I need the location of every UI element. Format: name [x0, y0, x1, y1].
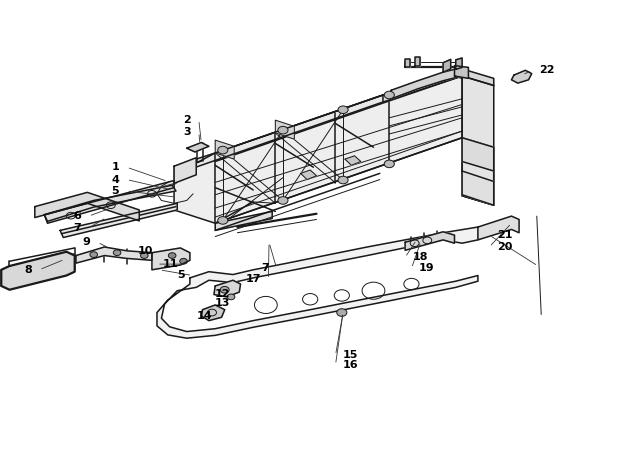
Text: 7: 7	[73, 223, 81, 233]
Circle shape	[113, 250, 121, 256]
Polygon shape	[187, 142, 209, 152]
Text: 19: 19	[419, 263, 435, 274]
Polygon shape	[152, 248, 190, 270]
Text: 4: 4	[111, 174, 119, 185]
Circle shape	[168, 253, 176, 258]
Text: 7: 7	[261, 263, 269, 274]
Polygon shape	[76, 247, 152, 263]
Polygon shape	[462, 138, 494, 205]
Circle shape	[384, 160, 394, 168]
Text: 5: 5	[111, 186, 119, 196]
Text: 3: 3	[184, 127, 191, 137]
Polygon shape	[391, 67, 462, 99]
Text: 9: 9	[82, 237, 90, 247]
Circle shape	[278, 197, 288, 204]
Polygon shape	[215, 140, 234, 159]
Polygon shape	[462, 76, 494, 205]
Text: 22: 22	[539, 65, 555, 76]
Circle shape	[338, 176, 348, 184]
Text: 13: 13	[215, 298, 230, 308]
Text: 12: 12	[215, 288, 230, 299]
Polygon shape	[44, 180, 174, 223]
Polygon shape	[174, 69, 462, 175]
Text: 15: 15	[343, 350, 358, 361]
Circle shape	[227, 294, 235, 300]
Polygon shape	[345, 156, 361, 165]
Polygon shape	[201, 305, 225, 321]
Circle shape	[180, 258, 187, 264]
Polygon shape	[60, 203, 177, 238]
Polygon shape	[454, 66, 468, 78]
Polygon shape	[462, 171, 494, 205]
Polygon shape	[456, 58, 462, 69]
Polygon shape	[35, 195, 94, 216]
Text: 5: 5	[177, 270, 185, 281]
Polygon shape	[511, 70, 532, 83]
Polygon shape	[462, 138, 494, 171]
Text: 10: 10	[138, 246, 153, 256]
Circle shape	[218, 217, 228, 224]
Polygon shape	[415, 57, 420, 66]
Polygon shape	[215, 211, 272, 230]
Circle shape	[337, 309, 347, 316]
Polygon shape	[44, 185, 176, 221]
Text: 11: 11	[163, 259, 179, 269]
Polygon shape	[405, 59, 410, 67]
Polygon shape	[1, 252, 75, 290]
Text: 18: 18	[413, 252, 428, 263]
Circle shape	[141, 253, 148, 258]
Polygon shape	[35, 192, 139, 221]
Polygon shape	[478, 216, 519, 240]
Polygon shape	[462, 69, 494, 86]
Text: 6: 6	[73, 211, 81, 221]
Text: 2: 2	[184, 114, 191, 125]
Polygon shape	[174, 76, 462, 223]
Text: 8: 8	[24, 265, 32, 275]
Circle shape	[220, 286, 229, 293]
Circle shape	[338, 106, 348, 114]
Polygon shape	[275, 120, 294, 139]
Circle shape	[154, 262, 160, 266]
Text: 20: 20	[497, 242, 512, 252]
Polygon shape	[383, 69, 462, 103]
Circle shape	[384, 91, 394, 99]
Text: 1: 1	[111, 162, 119, 172]
Circle shape	[218, 146, 228, 154]
Polygon shape	[174, 158, 196, 183]
Polygon shape	[301, 170, 316, 180]
Polygon shape	[443, 59, 451, 72]
Text: 16: 16	[343, 360, 359, 370]
Circle shape	[278, 126, 288, 134]
Polygon shape	[157, 227, 478, 338]
Text: 14: 14	[196, 311, 212, 321]
Polygon shape	[214, 280, 241, 297]
Text: 21: 21	[497, 230, 512, 240]
Polygon shape	[405, 232, 454, 250]
Circle shape	[90, 252, 97, 257]
Text: 17: 17	[246, 274, 261, 285]
